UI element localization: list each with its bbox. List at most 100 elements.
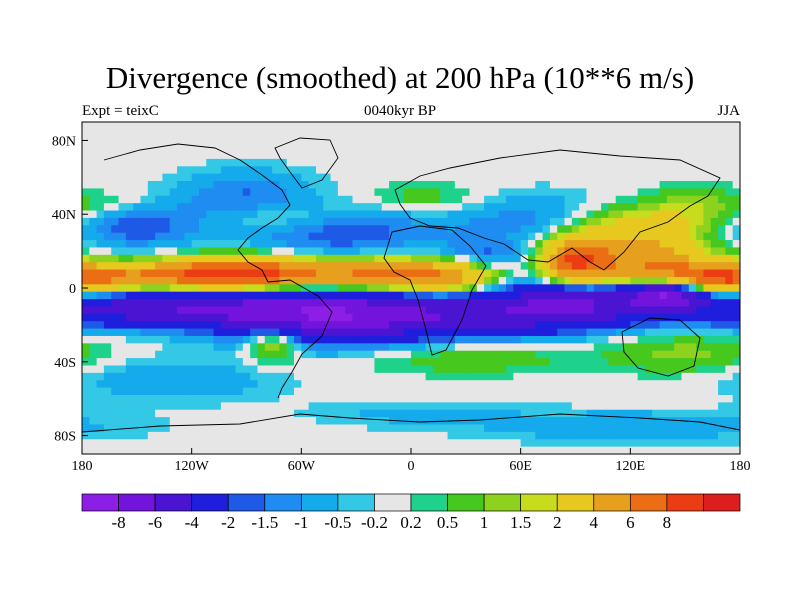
field-cell bbox=[703, 276, 712, 285]
field-cell bbox=[301, 350, 310, 359]
field-cell bbox=[308, 195, 317, 204]
field-cell bbox=[184, 240, 193, 249]
field-cell bbox=[659, 350, 668, 359]
field-cell bbox=[294, 269, 302, 278]
field-cell bbox=[498, 380, 507, 389]
field-cell bbox=[103, 306, 112, 315]
field-cell bbox=[96, 291, 105, 300]
field-cell bbox=[184, 431, 193, 440]
field-cell bbox=[337, 387, 346, 396]
field-cell bbox=[162, 136, 171, 145]
field-cell bbox=[688, 446, 697, 454]
field-cell bbox=[169, 284, 178, 293]
field-cell bbox=[367, 276, 376, 285]
field-cell bbox=[403, 372, 412, 381]
field-cell bbox=[191, 299, 200, 308]
field-cell bbox=[681, 166, 690, 175]
field-cell bbox=[337, 446, 346, 454]
field-cell bbox=[381, 446, 390, 454]
field-cell bbox=[440, 262, 449, 271]
field-cell bbox=[666, 350, 675, 359]
field-cell bbox=[169, 151, 178, 160]
field-cell bbox=[177, 313, 185, 322]
field-cell bbox=[564, 313, 573, 322]
x-tick-label: 180 bbox=[72, 459, 93, 474]
field-cell bbox=[637, 424, 646, 433]
field-cell bbox=[593, 306, 602, 315]
field-cell bbox=[82, 335, 90, 344]
field-cell bbox=[191, 439, 200, 448]
field-cell bbox=[462, 409, 471, 418]
field-cell bbox=[272, 299, 280, 308]
field-cell bbox=[389, 136, 397, 145]
field-cell bbox=[352, 387, 361, 396]
field-cell bbox=[242, 262, 251, 271]
field-cell bbox=[564, 439, 573, 448]
field-cell bbox=[462, 439, 471, 448]
field-cell bbox=[586, 210, 595, 219]
field-cell bbox=[608, 291, 617, 300]
field-cell bbox=[593, 269, 602, 278]
field-cell bbox=[469, 343, 478, 352]
field-cell bbox=[601, 210, 609, 219]
field-cell bbox=[454, 129, 463, 138]
field-cell bbox=[140, 144, 149, 153]
field-cell bbox=[315, 343, 324, 352]
field-cell bbox=[476, 306, 485, 315]
field-cell bbox=[235, 188, 244, 197]
field-cell bbox=[272, 284, 280, 293]
field-cell bbox=[703, 380, 712, 389]
field-cell bbox=[403, 136, 412, 145]
field-cell bbox=[644, 380, 653, 389]
field-cell bbox=[586, 195, 595, 204]
x-tick-label: 60E bbox=[509, 459, 532, 474]
field-cell bbox=[155, 431, 164, 440]
field-cell bbox=[125, 380, 134, 389]
field-cell bbox=[725, 291, 734, 300]
field-cell bbox=[725, 254, 734, 263]
field-cell bbox=[374, 195, 383, 204]
field-cell bbox=[220, 254, 229, 263]
field-cell bbox=[177, 358, 185, 367]
field-cell bbox=[169, 321, 178, 330]
field-cell bbox=[425, 358, 434, 367]
field-cell bbox=[337, 203, 346, 212]
field-cell bbox=[330, 424, 339, 433]
field-cell bbox=[696, 365, 705, 374]
field-cell bbox=[279, 402, 288, 411]
field-cell bbox=[89, 158, 98, 167]
field-cell bbox=[469, 313, 478, 322]
field-cell bbox=[352, 313, 361, 322]
field-cell bbox=[630, 394, 639, 403]
field-cell bbox=[549, 409, 558, 418]
field-cell bbox=[140, 129, 149, 138]
field-cell bbox=[264, 380, 273, 389]
field-cell bbox=[111, 210, 120, 219]
field-cell bbox=[352, 166, 361, 175]
field-cell bbox=[432, 188, 441, 197]
field-cell bbox=[352, 409, 361, 418]
field-cell bbox=[89, 372, 98, 381]
field-cell bbox=[177, 225, 185, 234]
field-cell bbox=[125, 262, 134, 271]
field-cell bbox=[725, 158, 734, 167]
field-cell bbox=[688, 350, 697, 359]
field-cell bbox=[352, 372, 361, 381]
field-cell bbox=[177, 446, 185, 454]
field-cell bbox=[286, 321, 295, 330]
field-cell bbox=[264, 417, 273, 426]
field-cell bbox=[235, 343, 244, 352]
field-cell bbox=[308, 129, 317, 138]
field-cell bbox=[484, 350, 493, 359]
field-cell bbox=[623, 409, 631, 418]
field-cell bbox=[542, 380, 551, 389]
field-cell bbox=[637, 321, 646, 330]
field-cell bbox=[228, 217, 237, 226]
field-cell bbox=[623, 158, 631, 167]
field-cell bbox=[440, 446, 449, 454]
field-cell bbox=[418, 122, 427, 130]
field-cell bbox=[447, 394, 456, 403]
field-cell bbox=[286, 306, 295, 315]
field-cell bbox=[418, 335, 427, 344]
field-cell bbox=[228, 446, 237, 454]
